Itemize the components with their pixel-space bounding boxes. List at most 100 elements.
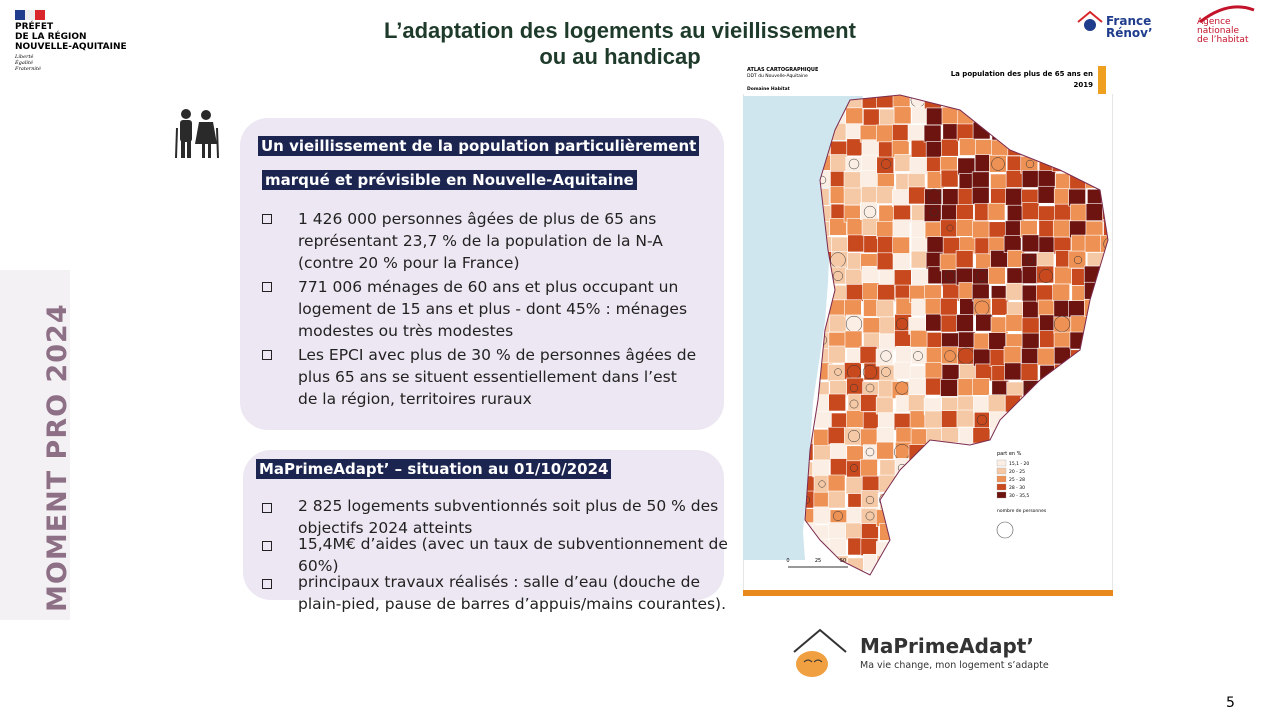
map-circle	[850, 464, 858, 472]
flag	[15, 10, 45, 20]
map-cell	[843, 187, 862, 206]
map-cell	[862, 411, 881, 430]
map-cell	[846, 410, 864, 428]
map-cell	[1068, 250, 1087, 269]
map-cell	[1038, 236, 1057, 255]
heading-line: Un vieillissement de la population parti…	[258, 136, 700, 156]
heading-line: marqué et prévisible en Nouvelle-Aquitai…	[262, 170, 637, 190]
map-circle	[1073, 255, 1083, 265]
map-cell	[861, 139, 880, 158]
map-cell	[892, 189, 910, 207]
map: ATLAS CARTOGRAPHIQUE DDT du Nouvelle-Aqu…	[743, 62, 1113, 596]
map-cell	[939, 253, 958, 272]
map-cell	[893, 106, 912, 125]
map-cell	[988, 221, 1007, 240]
map-circle	[862, 364, 878, 380]
map-cell	[876, 186, 894, 204]
map-cell	[879, 459, 898, 478]
logo-line: France	[1106, 14, 1152, 28]
map-cell	[846, 218, 865, 236]
map-circle	[832, 510, 844, 522]
map-cell	[956, 409, 975, 428]
map-cell	[958, 331, 976, 350]
bullet-line: plain-pied, pause de barres d’appuis/mai…	[298, 595, 727, 613]
map-cell	[1022, 300, 1040, 319]
map-cell	[910, 139, 929, 158]
map-cell	[926, 346, 944, 365]
map-circle	[848, 158, 860, 170]
map-cell	[879, 333, 897, 352]
map-cell	[895, 345, 913, 364]
map-cell	[940, 219, 958, 238]
map-cell	[925, 141, 944, 159]
map-cell	[975, 313, 993, 332]
map-circle	[818, 480, 826, 488]
map-cell	[1070, 203, 1088, 222]
map-cell	[892, 219, 911, 238]
map-cell	[941, 204, 959, 223]
prefet-line: NOUVELLE-AQUITAINE	[15, 42, 127, 52]
map-cell	[1053, 331, 1072, 350]
map-atlas: DDT du Nouvelle-Aquitaine	[747, 73, 808, 79]
map-cell	[877, 235, 895, 254]
checkbox	[262, 503, 272, 513]
prefet-line: PRÉFET	[15, 22, 54, 32]
map-cell	[845, 107, 864, 126]
scale-label: 25	[815, 558, 821, 564]
checkbox	[262, 282, 272, 292]
map-cell	[1021, 234, 1040, 253]
bullet-line: 1 426 000 personnes âgées de plus de 65 …	[298, 210, 657, 228]
map-cell	[892, 253, 911, 271]
bullet-line: de la région, territoires ruraux	[298, 390, 532, 408]
bullet-line: 771 006 ménages de 60 ans et plus occupa…	[298, 278, 679, 296]
logo-name: MaPrimeAdapt’	[860, 634, 1034, 658]
bullet-line: principaux travaux réalisés : salle d’ea…	[298, 573, 700, 591]
france-renov: France Rénov’	[1106, 15, 1153, 39]
map-cell	[892, 124, 910, 142]
map-cell	[1005, 282, 1024, 301]
map-cell	[1005, 187, 1023, 206]
map-cell	[971, 171, 990, 190]
side-label: MOMENT PRO 2024	[42, 303, 73, 612]
map-cell	[844, 330, 863, 349]
checkbox	[262, 214, 272, 224]
map-cell	[924, 297, 943, 316]
map-circle	[1025, 255, 1035, 265]
map-cell	[1020, 363, 1039, 381]
map-cell	[813, 506, 831, 525]
map-cell	[909, 157, 928, 175]
map-circle	[1039, 269, 1053, 283]
map-cell	[1100, 235, 1108, 253]
map-cell	[1021, 317, 1040, 336]
map-cell	[973, 298, 992, 317]
map-cell	[910, 428, 929, 447]
map-cell	[973, 332, 992, 351]
anah: Agence nationale de l’habitat	[1197, 18, 1248, 45]
checkbox	[262, 541, 272, 551]
checkbox	[262, 350, 272, 360]
legend-swatch	[996, 475, 1007, 483]
map-cell	[959, 138, 977, 156]
map-cell	[859, 202, 878, 220]
scale-label: 50	[840, 558, 846, 564]
map-cell	[924, 362, 943, 380]
legend-label: 15,1 - 20	[1009, 461, 1029, 467]
motto-line: Égalité	[15, 60, 33, 66]
map-cell	[972, 268, 990, 286]
map-cell	[1037, 299, 1056, 318]
map-cell	[860, 428, 878, 447]
map-cell	[830, 443, 848, 461]
map-circle	[865, 495, 875, 505]
page-number: 5	[1226, 695, 1235, 711]
legend-swatch	[996, 491, 1007, 499]
map-cell	[975, 139, 993, 157]
prefet-line: DE LA RÉGION	[15, 32, 87, 42]
legend-size-title: nombre de personnes	[997, 508, 1047, 514]
map-cell	[941, 364, 960, 382]
logo-line: de l’habitat	[1197, 35, 1249, 45]
map-circle	[976, 414, 988, 426]
map-cell	[830, 458, 848, 476]
map-cell	[1054, 266, 1072, 285]
map-cell	[907, 124, 926, 143]
